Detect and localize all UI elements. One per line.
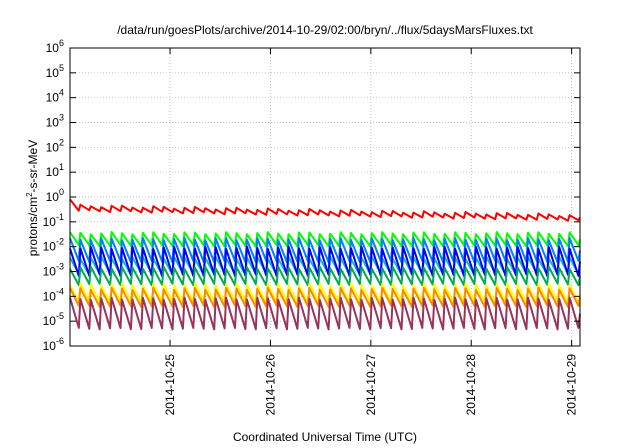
y-tick-label: 10-1 <box>43 212 64 229</box>
axes <box>69 47 581 347</box>
x-tick-label: 2014-10-25 <box>163 354 177 416</box>
x-tick-label: 2014-10-29 <box>565 354 579 416</box>
y-axis-label: protons/cm2-s-sr-MeV <box>25 140 40 256</box>
series-line <box>69 198 581 222</box>
y-axis-label-prefix: protons/cm <box>26 197 40 256</box>
y-axis-label-suffix: -s-sr-MeV <box>26 140 40 193</box>
chart-title: /data/run/goesPlots/archive/2014-10-29/0… <box>117 23 533 37</box>
y-tick-label: 10-2 <box>43 237 64 254</box>
series-layer <box>69 198 581 331</box>
x-tick-label: 2014-10-27 <box>364 354 378 416</box>
y-tick-label: 105 <box>46 63 64 80</box>
y-tick-label: 103 <box>46 113 64 130</box>
y-tick-label: 102 <box>46 137 64 154</box>
y-tick-label: 100 <box>46 187 64 204</box>
x-axis-label: Coordinated Universal Time (UTC) <box>233 430 417 444</box>
y-tick-label: 10-4 <box>43 286 64 303</box>
series-line <box>69 231 581 248</box>
y-tick-label: 10-6 <box>43 336 64 353</box>
y-tick-label: 10-3 <box>43 262 64 279</box>
y-tick-labels: 10-6 10-5 10-4 10-3 10-2 10-1 100 101 102 103 104 1… <box>43 38 64 353</box>
plot-frame <box>69 47 581 347</box>
x-tick-labels: 2014-10-25 2014-10-26 2014-10-27 2014-10-28… <box>163 354 579 416</box>
x-tick-label: 2014-10-28 <box>464 354 478 416</box>
series-line <box>69 265 581 287</box>
grid <box>70 48 580 346</box>
series-line <box>69 286 581 308</box>
y-tick-label: 104 <box>46 88 64 105</box>
x-tick-label: 2014-10-26 <box>263 354 277 416</box>
y-tick-label: 101 <box>46 162 64 179</box>
y-tick-label: 10-5 <box>43 311 64 328</box>
series-line <box>69 296 581 331</box>
y-tick-label: 106 <box>46 38 64 55</box>
y-axis-label-sup: 2 <box>25 192 34 197</box>
